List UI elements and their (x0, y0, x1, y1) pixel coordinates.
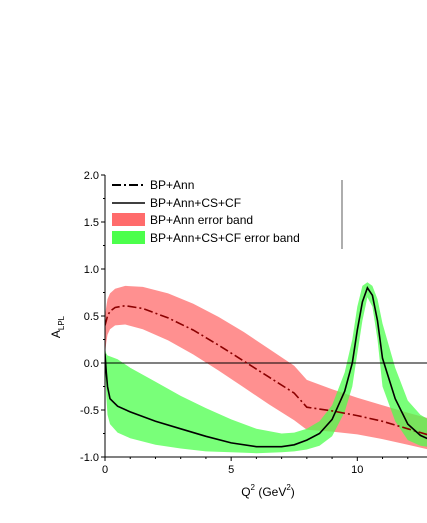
legend-label-bp-ann: BP+Ann (150, 178, 194, 192)
band-bp-ann (105, 285, 427, 450)
x-label-unit-sup: 2 (286, 483, 291, 492)
x-axis-label: Q2 (GeV2) (241, 483, 295, 499)
y-tick-label: -1.0 (80, 452, 99, 464)
y-tick-label: -0.5 (80, 405, 99, 417)
x-label-main: Q (241, 485, 250, 499)
x-label-sup: 2 (251, 483, 256, 492)
bands (105, 282, 427, 454)
y-axis-label: ALPL (49, 315, 66, 338)
line-bp-ann-cs-cf (105, 286, 427, 448)
legend-swatch-bp-ann-cs-cf-band (112, 231, 145, 244)
x-tick-label: 0 (102, 464, 108, 476)
legend: BP+Ann BP+Ann+CS+CF BP+Ann error band BP… (112, 178, 343, 249)
y-label-sub: LPL (57, 315, 66, 330)
y-ticks: -1.0 -0.5 0.0 0.5 1.0 1.5 2.0 (80, 170, 105, 464)
legend-label-bp-ann-cs-cf-band: BP+Ann+CS+CF error band (150, 231, 300, 245)
series-lines (105, 286, 427, 448)
legend-label-bp-ann-band: BP+Ann error band (150, 213, 253, 227)
y-tick-label: 1.5 (84, 217, 99, 229)
axes: -1.0 -0.5 0.0 0.5 1.0 1.5 2.0 0 5 10 (80, 170, 427, 476)
y-tick-label: 0.0 (84, 358, 99, 370)
band-bp-ann-cs-cf (105, 282, 427, 454)
y-tick-label: 1.0 (84, 264, 99, 276)
x-ticks: 0 5 10 (102, 457, 409, 476)
legend-label-bp-ann-cs-cf: BP+Ann+CS+CF (150, 196, 241, 210)
x-tick-label: 5 (228, 464, 234, 476)
legend-swatch-bp-ann-band (112, 213, 145, 226)
line-bp-ann (105, 304, 427, 436)
y-label-main: A (49, 330, 63, 338)
x-label-unit-pre: (GeV (255, 485, 286, 499)
x-label-unit-post: ) (291, 485, 295, 499)
x-tick-label: 10 (351, 464, 363, 476)
plot-area (105, 282, 427, 454)
y-tick-label: 0.5 (84, 311, 99, 323)
y-tick-label: 2.0 (84, 170, 99, 182)
